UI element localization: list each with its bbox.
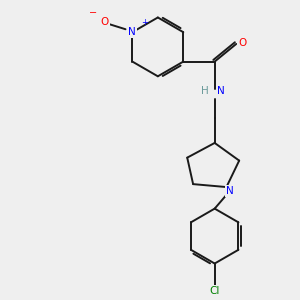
Text: H: H xyxy=(201,86,209,96)
Text: O: O xyxy=(101,17,109,27)
Text: −: − xyxy=(89,8,97,18)
Text: N: N xyxy=(226,186,233,196)
Text: O: O xyxy=(238,38,246,48)
Text: N: N xyxy=(128,27,136,37)
Text: +: + xyxy=(141,18,148,27)
Text: N: N xyxy=(217,86,224,96)
Text: Cl: Cl xyxy=(209,286,220,296)
